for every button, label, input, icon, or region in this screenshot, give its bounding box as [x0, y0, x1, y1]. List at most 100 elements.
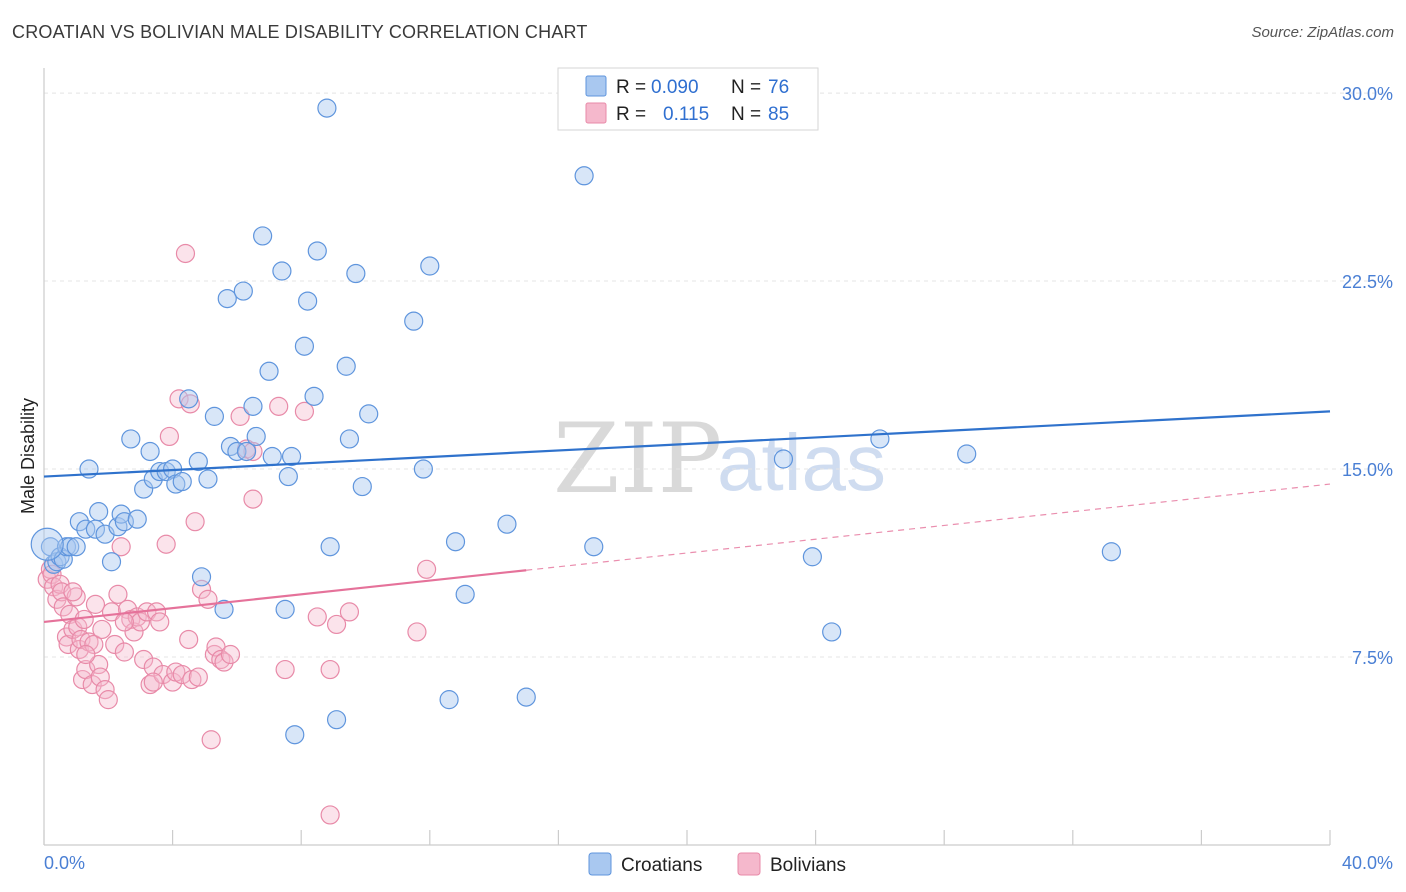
croatian-point — [76, 519, 96, 539]
croatian-point — [233, 281, 253, 301]
croatian-point — [497, 514, 517, 534]
bolivian-point — [211, 649, 231, 670]
y-axis-tick-labels: 7.5% 15.0% 22.5% 30.0% — [1342, 84, 1393, 668]
croatian-point — [420, 256, 440, 276]
bolivian-point — [92, 619, 112, 640]
croatian-point — [317, 98, 337, 118]
bolivian-point — [243, 441, 263, 462]
bolivian-point — [339, 602, 360, 622]
croatian-point — [188, 451, 208, 472]
bolivian-point — [175, 243, 196, 264]
croatian-point — [262, 446, 282, 467]
bolivian-point — [105, 634, 125, 655]
bolivian-point — [159, 426, 179, 447]
bolivian-point — [307, 607, 327, 627]
croatian-point — [294, 336, 315, 356]
bolivian-point — [156, 534, 176, 554]
croatian-point — [204, 406, 224, 426]
legend-bolivians-swatch — [737, 852, 761, 876]
y-axis-title: Male Disability — [18, 398, 38, 514]
bolivian-point — [214, 652, 234, 672]
bolivian-point — [326, 614, 347, 635]
bolivian-point — [134, 649, 154, 670]
croatian-point — [584, 537, 604, 557]
croatians-trendline — [43, 410, 1331, 478]
bolivian-point — [82, 674, 102, 695]
bolivian-point — [108, 584, 128, 604]
x-tick-label-min: 0.0% — [44, 853, 85, 873]
bolivian-point — [124, 622, 144, 642]
bolivian-point — [416, 559, 437, 579]
croatians-r-label: R = — [616, 77, 646, 98]
bolivian-point — [85, 594, 106, 614]
y-tick-label: 22.5% — [1342, 272, 1393, 292]
bolivian-point — [172, 664, 192, 685]
croatian-point — [134, 479, 154, 499]
croatian-point — [243, 396, 263, 416]
legend-bolivians-label: Bolivians — [770, 855, 846, 876]
croatians-r-value: 0.090 — [651, 77, 699, 98]
croatian-point — [574, 166, 594, 186]
croatian-point — [304, 386, 324, 406]
croatian-point — [101, 552, 122, 572]
gridlines — [44, 92, 1393, 658]
trendlines — [43, 410, 1331, 624]
croatian-point — [108, 517, 128, 537]
croatian-point — [30, 527, 64, 561]
croatian-point — [802, 547, 822, 567]
croatian-point — [516, 687, 536, 707]
bolivian-point — [220, 644, 241, 665]
bolivian-point — [320, 805, 340, 825]
bolivian-point — [143, 672, 163, 692]
croatian-point — [50, 547, 70, 567]
bolivian-point — [150, 612, 170, 632]
bolivian-point — [294, 401, 315, 421]
bolivians-n-value: 85 — [768, 104, 789, 125]
bolivian-point — [407, 622, 427, 642]
croatian-point — [217, 288, 237, 309]
croatian-point — [445, 532, 466, 552]
bolivian-point — [201, 730, 221, 750]
bolivians-swatch — [585, 102, 607, 124]
bolivian-point — [179, 629, 199, 650]
croatians-n-label: N = — [731, 77, 761, 98]
croatian-point — [298, 291, 318, 311]
bolivian-point — [101, 602, 122, 622]
croatian-point — [336, 356, 356, 376]
bolivians-trendline-extension — [526, 483, 1331, 571]
croatian-point — [227, 441, 247, 462]
croatian-point — [272, 261, 292, 281]
croatian-point — [957, 444, 977, 464]
bolivian-point — [71, 629, 91, 650]
bolivian-point — [114, 642, 134, 662]
croatian-point — [253, 226, 273, 246]
croatian-point — [89, 502, 109, 522]
croatian-point — [359, 404, 379, 424]
bolivians-r-value: 0.115 — [663, 104, 709, 125]
bolivian-point — [98, 690, 118, 710]
croatian-point — [439, 690, 459, 710]
croatian-point — [281, 446, 302, 467]
croatian-point — [66, 537, 86, 557]
bolivian-point — [143, 657, 163, 677]
croatian-point — [246, 426, 266, 447]
bolivian-point — [76, 644, 96, 665]
croatian-point — [179, 389, 199, 409]
watermark-zip: ZIP — [553, 403, 722, 515]
croatian-point — [870, 429, 890, 449]
source-credit: Source: ZipAtlas.com — [1251, 24, 1394, 41]
croatian-point — [404, 311, 424, 331]
croatian-point — [259, 361, 279, 381]
bolivians-r-label: R = — [616, 104, 646, 125]
croatian-point — [172, 471, 192, 492]
croatian-point — [278, 466, 298, 487]
bolivian-point — [269, 396, 289, 416]
croatian-point — [60, 537, 80, 557]
croatian-point — [413, 459, 433, 479]
x-tick-label-max: 40.0% — [1342, 853, 1393, 873]
series-legend: Croatians Bolivians — [588, 852, 846, 876]
croatian-point — [191, 567, 212, 587]
croatian-point — [822, 622, 842, 642]
croatian-point — [352, 476, 372, 497]
